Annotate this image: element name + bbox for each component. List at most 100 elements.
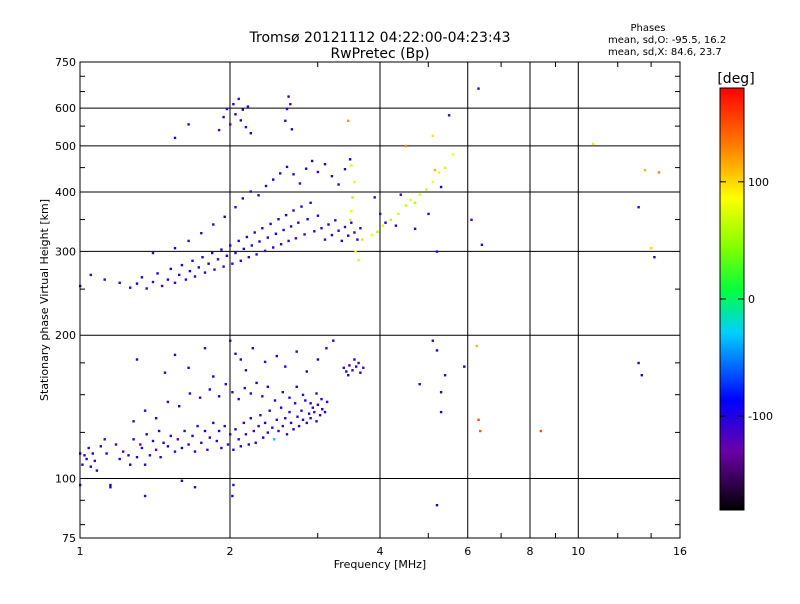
data-point (264, 184, 268, 188)
data-point (261, 227, 264, 230)
data-point (212, 223, 215, 226)
colorbar-ticks: 100 0 -100 (720, 176, 773, 423)
data-point (279, 406, 283, 409)
plot-frame (79, 61, 681, 539)
data-point (394, 224, 398, 227)
data-point (173, 247, 177, 250)
data-point (201, 256, 204, 259)
data-point (166, 445, 170, 448)
data-point (413, 227, 417, 230)
data-point (413, 201, 417, 204)
data-point (266, 431, 269, 434)
data-point (277, 218, 280, 221)
data-point (229, 244, 232, 247)
data-point (231, 494, 234, 498)
data-point (103, 278, 106, 281)
data-point (196, 424, 199, 428)
data-point (427, 212, 430, 216)
data-point (287, 95, 290, 98)
data-point (268, 409, 271, 412)
data-point (169, 267, 172, 271)
data-point (254, 441, 257, 444)
data-point (103, 438, 106, 441)
data-point (293, 402, 297, 405)
x-tick-label: 8 (527, 545, 534, 558)
data-point (323, 163, 327, 166)
data-point (275, 418, 278, 421)
data-point (135, 358, 139, 361)
data-point (151, 251, 155, 255)
data-point (289, 103, 292, 106)
data-point (151, 280, 155, 284)
data-point (159, 456, 162, 459)
data-point (332, 339, 335, 342)
data-point (273, 399, 277, 402)
data-point (370, 233, 374, 237)
data-point (163, 371, 167, 374)
data-point (274, 232, 278, 235)
data-point (269, 222, 272, 226)
data-point (266, 385, 269, 388)
data-point (229, 433, 232, 436)
data-point (203, 271, 207, 274)
data-point (301, 393, 305, 397)
data-points (79, 87, 661, 507)
data-point (435, 250, 439, 253)
data-point (95, 469, 99, 472)
data-point (180, 446, 184, 450)
data-point (193, 450, 197, 453)
data-point (351, 369, 354, 372)
data-point (234, 206, 237, 209)
data-point (242, 421, 245, 425)
data-point (289, 225, 293, 228)
data-point (357, 258, 360, 262)
data-point (250, 244, 253, 247)
data-point (303, 233, 306, 236)
data-point (287, 239, 290, 243)
data-point (263, 360, 267, 364)
data-point (307, 412, 311, 415)
colorbar-tick-label: 100 (748, 176, 769, 189)
data-point (239, 119, 242, 122)
data-point (207, 262, 210, 265)
data-point (309, 402, 312, 405)
data-point (300, 409, 303, 412)
data-point (208, 388, 211, 391)
data-point (258, 240, 261, 243)
data-point (169, 434, 172, 438)
data-point (173, 353, 177, 357)
data-point (343, 168, 347, 171)
data-point (217, 429, 221, 433)
data-point (353, 358, 356, 361)
data-point (653, 256, 656, 259)
data-point (178, 273, 181, 277)
data-point (309, 417, 312, 420)
data-point (143, 463, 147, 466)
data-point (351, 196, 354, 199)
data-point (222, 265, 225, 268)
data-point (359, 227, 362, 230)
data-point (353, 180, 356, 184)
data-point (176, 438, 179, 441)
data-point (288, 410, 291, 414)
data-point (206, 448, 209, 451)
data-point (323, 238, 327, 241)
data-point (241, 108, 244, 111)
data-point (311, 406, 314, 409)
data-point (294, 237, 298, 240)
data-point (425, 188, 428, 191)
data-point (243, 386, 246, 390)
data-point (109, 483, 112, 487)
data-point (376, 230, 379, 234)
data-point (316, 170, 320, 174)
data-point (140, 276, 144, 279)
data-point (148, 454, 152, 457)
data-point (320, 227, 323, 230)
x-tick-label: 4 (377, 545, 384, 558)
data-point (180, 479, 184, 482)
data-point (463, 365, 466, 368)
data-point (208, 436, 211, 439)
data-point (173, 136, 177, 140)
data-point (99, 445, 102, 448)
